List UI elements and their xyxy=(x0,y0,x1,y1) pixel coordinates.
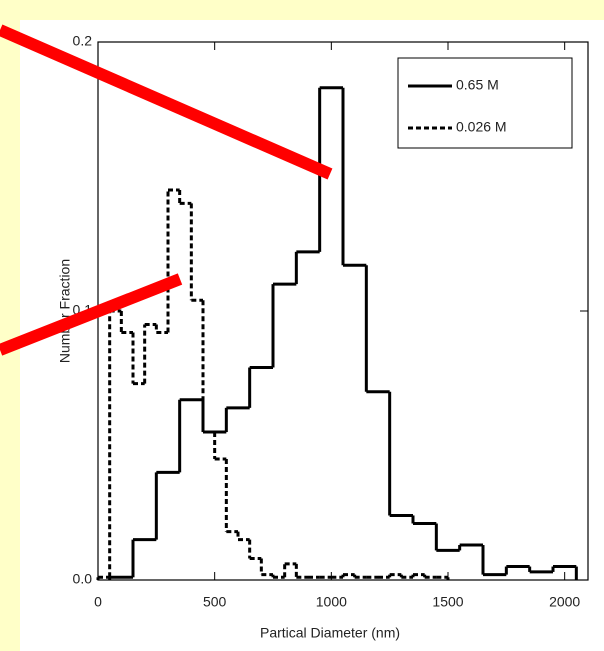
legend-label: 0.65 M xyxy=(456,77,499,93)
x-tick-label: 500 xyxy=(203,594,227,610)
x-tick-label: 1000 xyxy=(316,594,347,610)
annotation-line xyxy=(0,24,333,180)
x-tick-label: 1500 xyxy=(432,594,463,610)
x-tick-label: 2000 xyxy=(549,594,580,610)
y-tick-label: 0.0 xyxy=(73,571,93,587)
annotation-line xyxy=(0,273,183,356)
legend-box xyxy=(397,57,573,149)
x-tick-label: 0 xyxy=(94,594,102,610)
y-tick-label: 0.2 xyxy=(73,33,93,49)
y-axis-title: Number Fraction xyxy=(57,259,73,363)
x-axis-title: Partical Diameter (nm) xyxy=(260,625,400,641)
legend-label: 0.026 M xyxy=(456,119,507,135)
